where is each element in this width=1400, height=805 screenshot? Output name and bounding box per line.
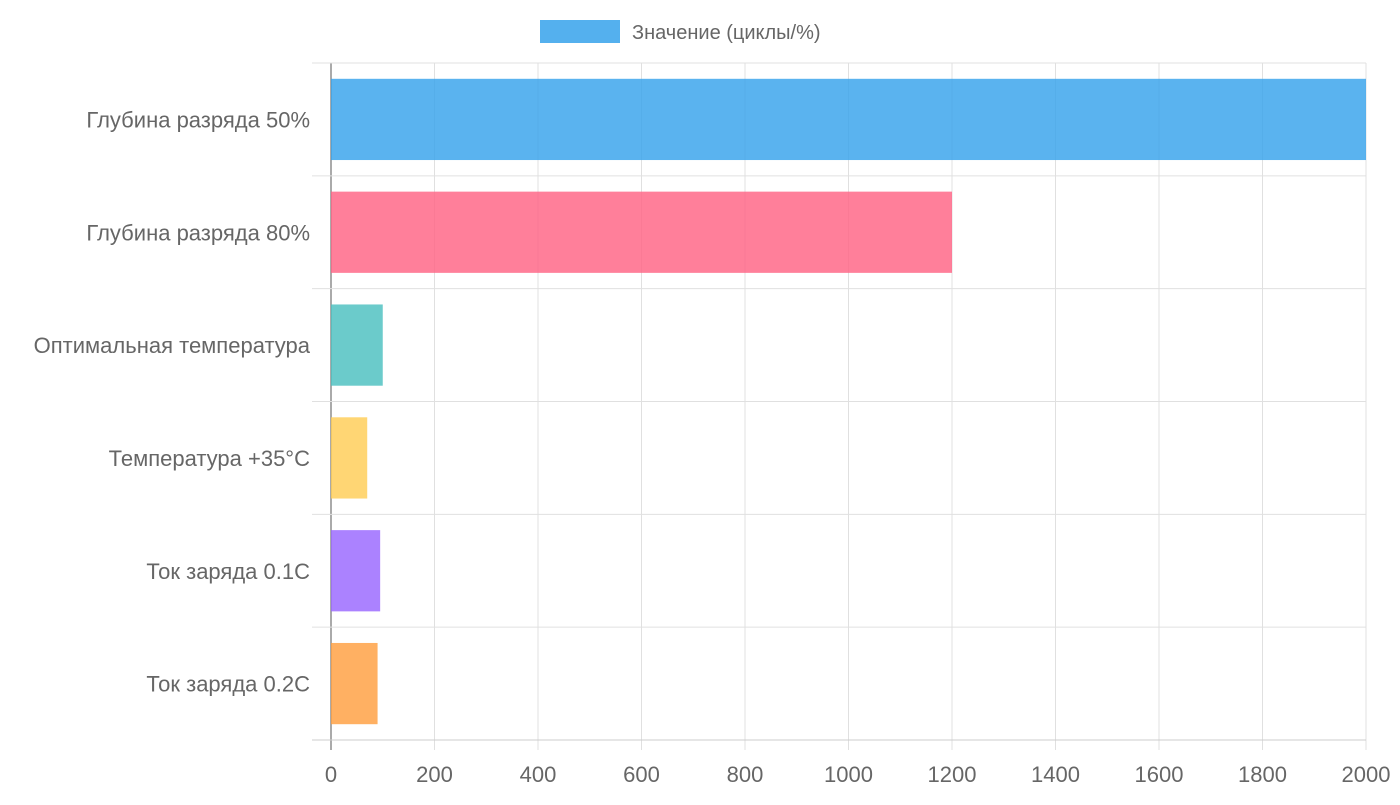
bar <box>331 530 381 612</box>
y-tick-label: Ток заряда 0.1C <box>146 559 310 584</box>
y-tick-label: Ток заряда 0.2C <box>146 672 310 697</box>
bar <box>331 78 1366 161</box>
y-tick-label: Глубина разряда 50% <box>86 107 310 132</box>
x-tick-label: 1000 <box>824 762 873 787</box>
legend[interactable]: Значение (циклы/%) <box>540 20 821 44</box>
y-axis-labels: Глубина разряда 50% Глубина разряда 80% Оп… <box>34 107 311 696</box>
x-tick-label: 1600 <box>1135 762 1184 787</box>
grid <box>312 62 1367 750</box>
x-tick-label: 1800 <box>1238 762 1287 787</box>
x-tick-label: 400 <box>520 762 557 787</box>
x-tick-label: 0 <box>325 762 337 787</box>
bar <box>331 304 383 386</box>
bar <box>331 191 952 273</box>
y-tick-label: Температура +35°C <box>109 446 310 471</box>
legend-label: Значение (циклы/%) <box>632 22 821 44</box>
bars <box>331 78 1366 725</box>
x-tick-label: 1200 <box>928 762 977 787</box>
y-tick-label: Оптимальная температура <box>34 333 311 358</box>
y-tick-label: Глубина разряда 80% <box>86 220 310 245</box>
bar <box>331 417 368 499</box>
x-tick-label: 200 <box>416 762 453 787</box>
x-tick-label: 600 <box>623 762 660 787</box>
legend-swatch <box>540 20 620 43</box>
x-axis-labels: 0 200 400 600 800 1000 1200 1400 1600 1800 2000 <box>325 762 1391 787</box>
x-tick-label: 2000 <box>1342 762 1391 787</box>
bar <box>331 642 378 725</box>
x-tick-label: 1400 <box>1031 762 1080 787</box>
x-tick-label: 800 <box>727 762 764 787</box>
